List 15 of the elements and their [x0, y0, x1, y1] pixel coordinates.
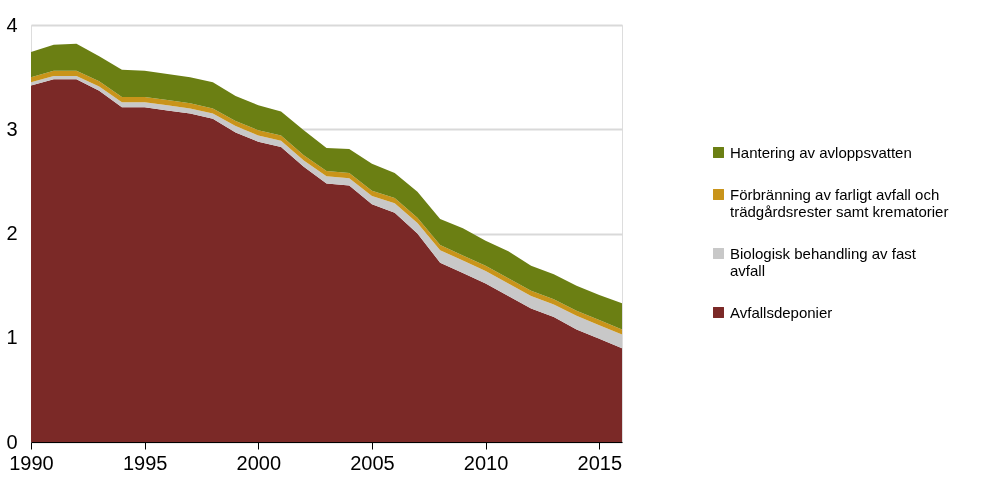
y-tick-label: 4	[6, 13, 18, 36]
y-tick-label: 3	[6, 117, 18, 140]
x-tick-label: 2015	[577, 451, 623, 474]
y-tick-label: 0	[6, 430, 18, 453]
y-tick-label: 2	[6, 222, 18, 244]
y-tick-label: 1	[6, 326, 18, 349]
legend-label: Biologisk behandling av fast avfall	[730, 244, 917, 279]
legend-label: Förbränning av farligt avfall och trädgårdsrester samt krematorier	[730, 185, 949, 220]
x-tick-label: 1990	[9, 451, 54, 474]
x-tick-label: 2005	[350, 451, 395, 474]
x-tick-label: 1995	[122, 451, 168, 474]
legend-label: Hantering av avloppsvatten	[730, 143, 912, 161]
legend-label: Avfallsdeponier	[730, 303, 833, 321]
x-tick-label: 2010	[463, 451, 509, 474]
x-tick-label: 2000	[236, 451, 282, 474]
